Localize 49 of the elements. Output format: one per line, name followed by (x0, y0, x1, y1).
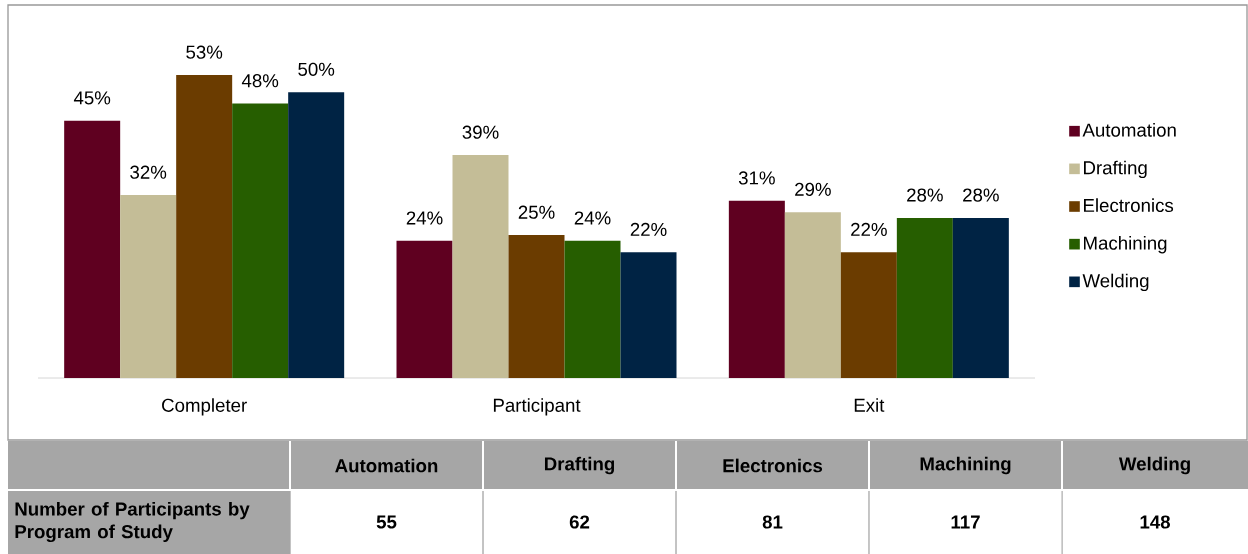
bar (728, 200, 785, 378)
bar (64, 120, 121, 378)
legend-label: Drafting (1084, 160, 1147, 179)
data-label: 50% (298, 62, 335, 76)
legend-label: Automation (1082, 123, 1176, 137)
bar (952, 217, 1009, 378)
data-label: 24% (406, 211, 443, 225)
data-label: 24% (574, 211, 611, 225)
bar (564, 240, 621, 378)
data-label: 28% (907, 188, 943, 202)
data-label: 32% (130, 165, 167, 179)
bar (120, 195, 177, 378)
text: 62 (569, 515, 590, 529)
bar (288, 92, 345, 378)
data-label: 22% (851, 222, 887, 236)
text: Machining (920, 456, 1011, 475)
text: 81 (762, 515, 783, 529)
text: Drafting (544, 456, 615, 475)
data-label: 28% (963, 188, 999, 202)
data-label: 31% (738, 171, 775, 185)
text: Number of Participants by Program of Study (15, 501, 250, 543)
data-label: 48% (241, 74, 279, 88)
legend-label: Machining (1084, 236, 1167, 254)
bar (396, 240, 453, 378)
legend-label: Welding (1082, 273, 1149, 292)
bar (840, 252, 897, 378)
text: Electronics (723, 458, 823, 473)
bar (232, 103, 289, 378)
text: 148 (1140, 515, 1171, 529)
text: Welding (1118, 456, 1190, 475)
x-tick-label: Exit (854, 398, 885, 412)
data-label: 53% (186, 45, 223, 59)
data-label: 22% (630, 222, 667, 236)
legend-label: Electronics (1084, 198, 1174, 213)
text: 55 (376, 515, 397, 529)
data-label: 39% (462, 125, 499, 139)
x-tick-label: Participant (493, 398, 581, 416)
bar (620, 252, 677, 378)
text: 117 (951, 515, 980, 529)
x-tick-label: Completer (162, 398, 247, 416)
text: Automation (335, 458, 438, 473)
bar (176, 75, 233, 378)
bar (452, 155, 509, 378)
bar (508, 235, 565, 378)
bar (784, 212, 841, 378)
bar (896, 217, 953, 378)
data-label: 29% (795, 182, 831, 196)
data-label: 45% (73, 91, 111, 105)
data-label: 25% (518, 205, 555, 219)
